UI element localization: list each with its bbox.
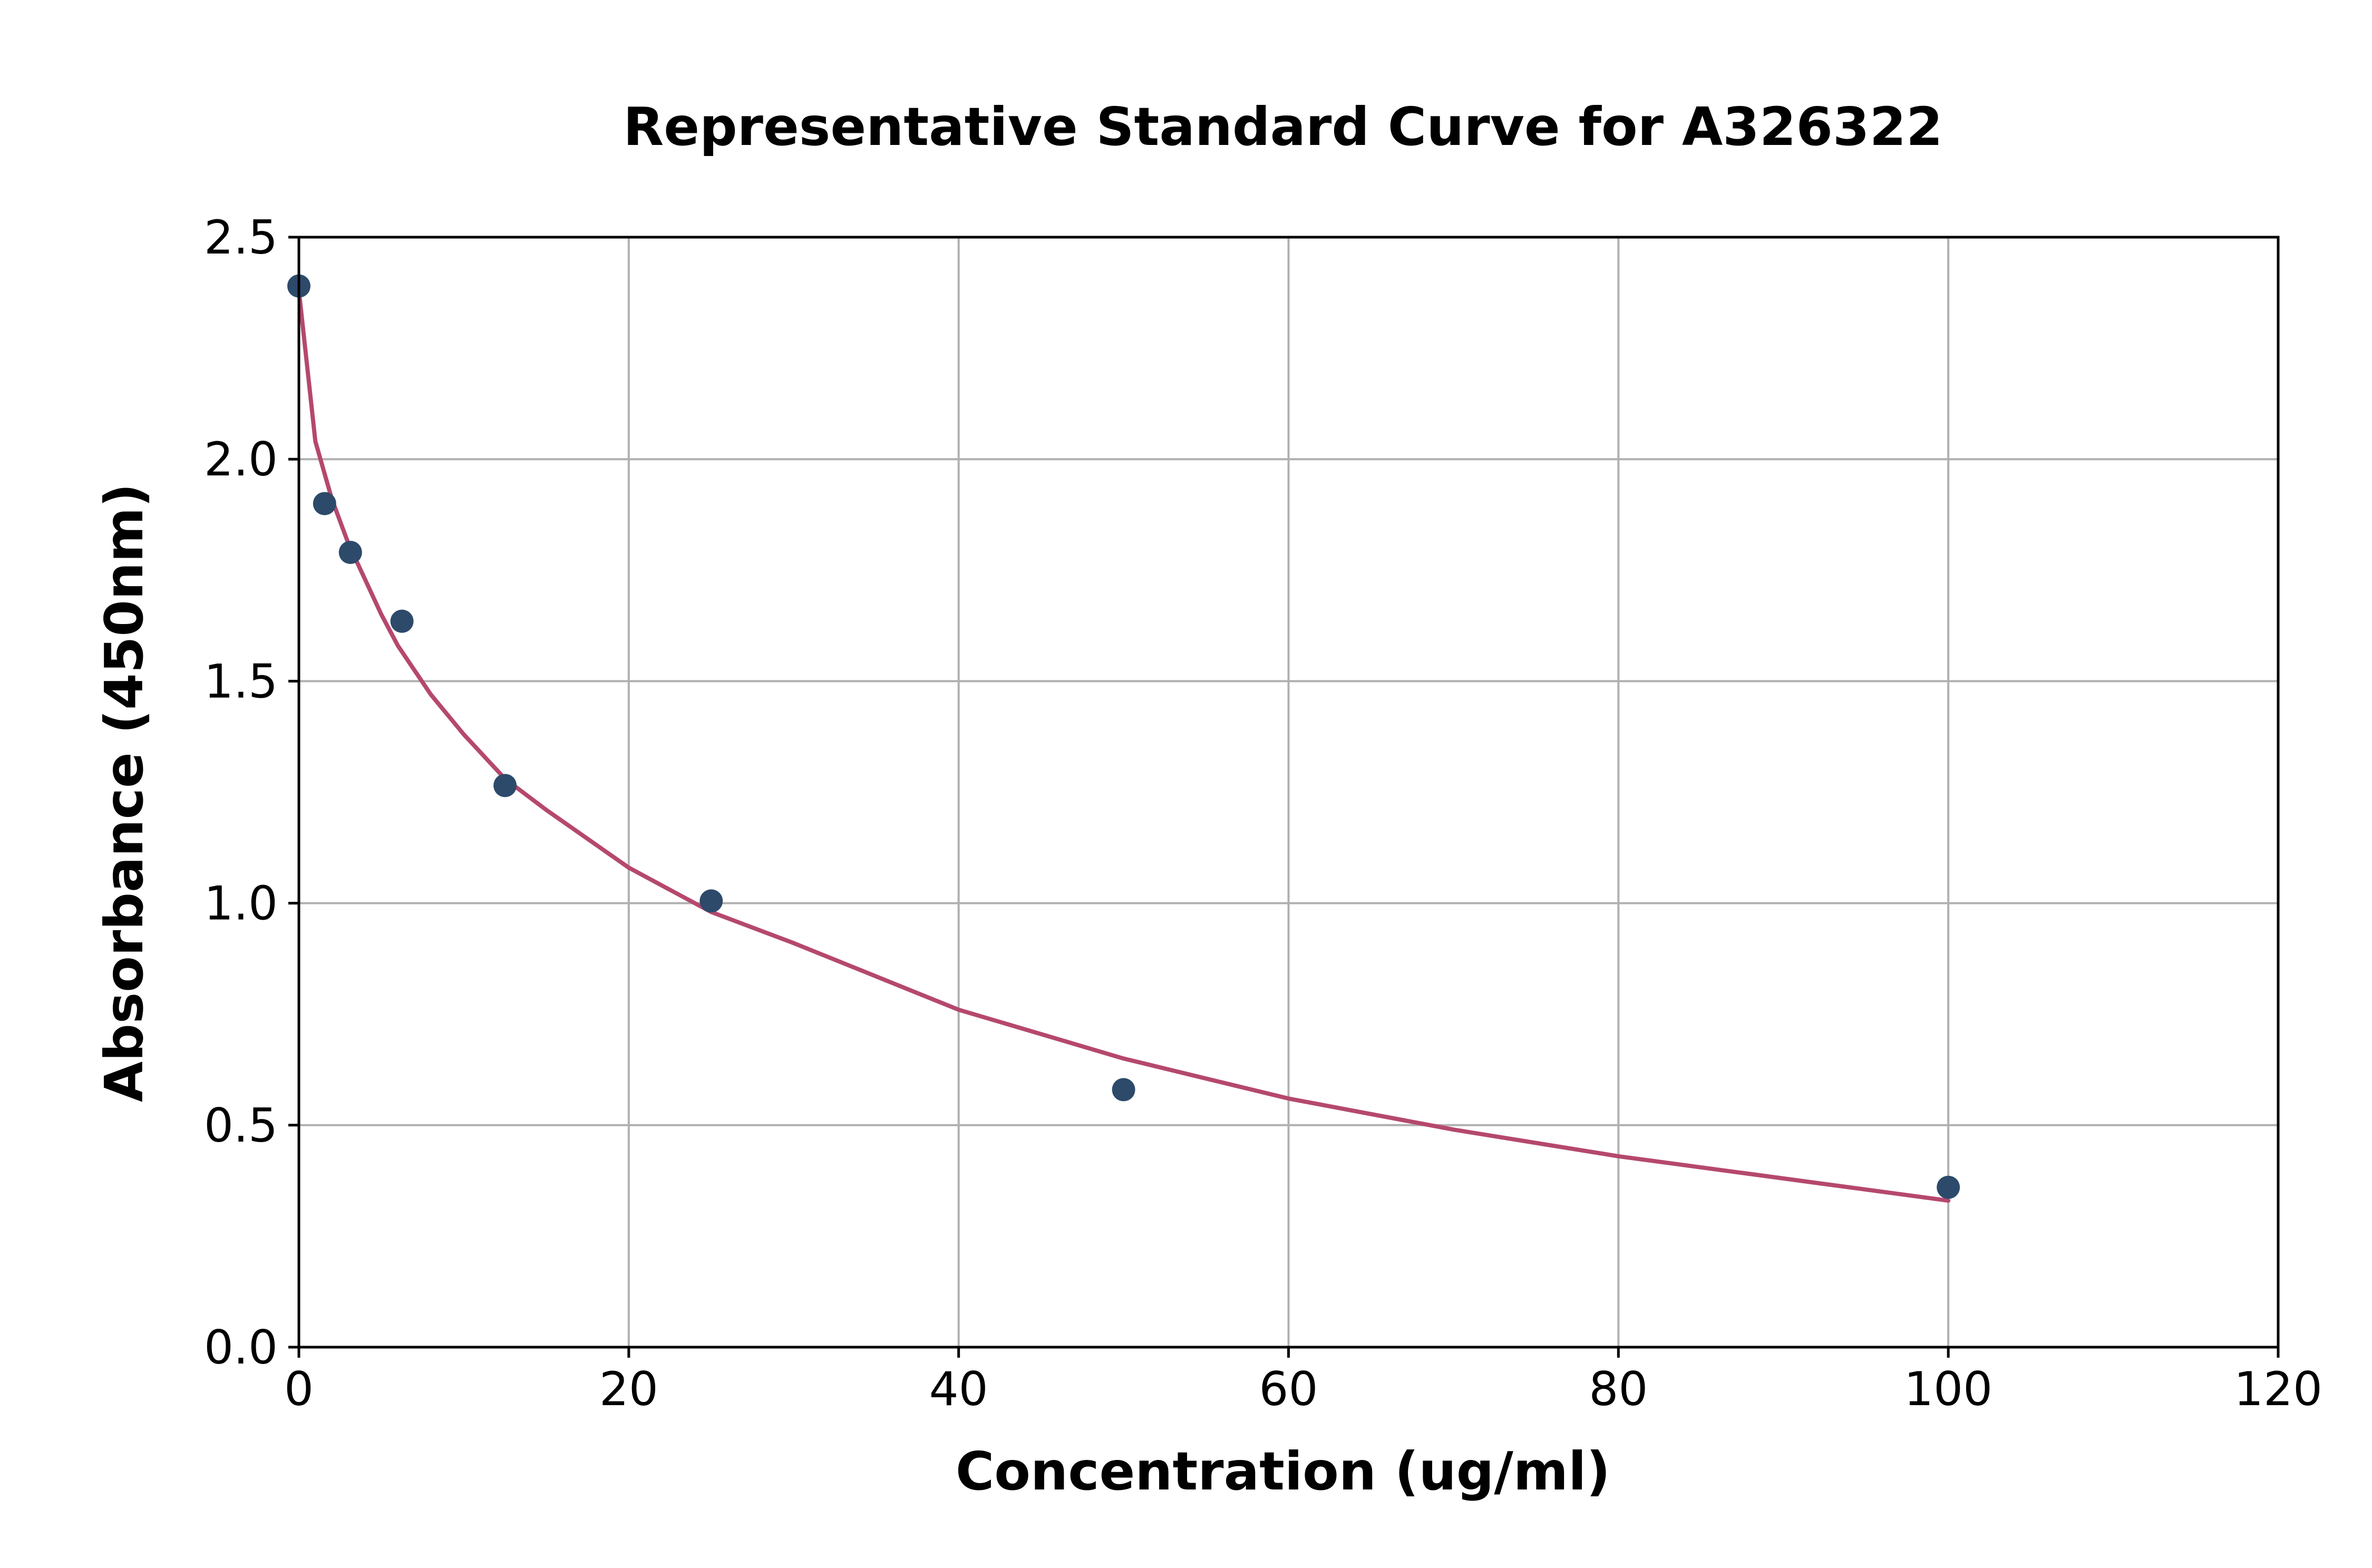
x-tick-label: 100	[1904, 1362, 1992, 1416]
x-tick-label: 60	[1259, 1362, 1318, 1416]
data-point	[390, 609, 414, 633]
data-point	[699, 889, 723, 913]
axis-ticks: 0 20 40 60 80 100 120 0.0 0.5 1.0 1.5 2.0 2.5	[204, 210, 2322, 1416]
y-axis-label: Absorbance (450nm)	[93, 483, 155, 1102]
y-tick-label: 2.0	[204, 432, 278, 486]
x-tick-label: 80	[1589, 1362, 1648, 1416]
y-tick-label: 1.5	[204, 654, 278, 708]
y-tick-label: 1.0	[204, 876, 278, 931]
data-point	[1937, 1175, 1960, 1199]
data-point	[493, 774, 517, 797]
x-tick-label: 0	[284, 1362, 314, 1416]
data-point	[313, 492, 336, 515]
data-points-layer	[287, 274, 1960, 1199]
data-point	[1112, 1078, 1135, 1102]
chart-title: Representative Standard Curve for A32632…	[623, 96, 1942, 158]
y-tick-label: 0.0	[204, 1320, 278, 1375]
x-tick-label: 40	[929, 1362, 988, 1416]
x-tick-label: 120	[2234, 1362, 2322, 1416]
x-axis-label: Concentration (ug/ml)	[956, 1440, 1610, 1502]
x-tick-label: 20	[599, 1362, 658, 1416]
data-point	[338, 541, 362, 564]
y-tick-label: 0.5	[204, 1098, 278, 1153]
y-tick-label: 2.5	[204, 210, 278, 265]
